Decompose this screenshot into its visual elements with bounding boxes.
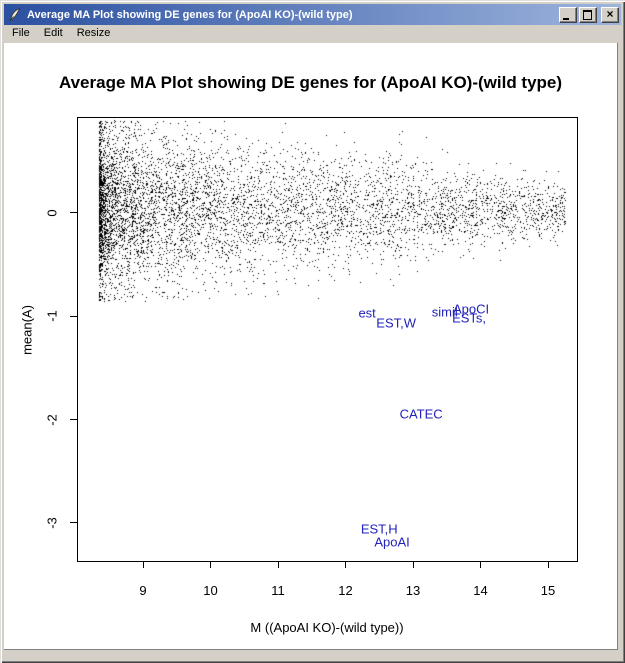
x-tick-mark — [547, 562, 549, 568]
plot-title: Average MA Plot showing DE genes for (Ap… — [58, 73, 563, 92]
de-gene-label: CATEC — [399, 406, 443, 422]
x-tick-mark — [412, 562, 414, 568]
y-tick-label: -3 — [44, 517, 60, 529]
de-gene-label: est — [358, 305, 376, 321]
de-gene-label: EST,W — [376, 315, 417, 330]
x-tick-label: 14 — [473, 583, 488, 598]
y-axis-label: mean(A) — [19, 305, 35, 355]
x-axis-label: M ((ApoAI KO)-(wild type)) — [250, 620, 404, 635]
close-icon: × — [606, 6, 614, 21]
x-tick-mark — [210, 562, 212, 568]
maximize-button[interactable] — [579, 6, 597, 23]
x-tick-mark — [277, 562, 279, 568]
y-tick-label: -1 — [44, 310, 60, 323]
plot-canvas-area: Average MA Plot showing DE genes for (Ap… — [4, 43, 618, 650]
x-tick-mark — [142, 562, 144, 568]
menu-item-resize[interactable]: Resize — [76, 27, 111, 39]
minimize-button[interactable] — [559, 6, 577, 23]
de-gene-label: ESTs, — [452, 310, 487, 326]
x-tick-mark — [480, 562, 482, 568]
y-tick-mark — [70, 522, 77, 524]
window-controls: × — [559, 6, 619, 23]
de-gene-label: ApoCI — [452, 301, 490, 317]
scatter-points-canvas — [77, 117, 578, 562]
quill-icon — [9, 7, 21, 21]
menu-bar: File Edit Resize — [4, 25, 621, 42]
y-tick-mark — [70, 315, 77, 317]
y-tick-mark — [70, 212, 77, 214]
maximize-icon — [583, 9, 592, 20]
window-title: Average MA Plot showing DE genes for (Ap… — [27, 9, 353, 21]
x-tick-label: 15 — [540, 583, 556, 598]
de-gene-label: EST,H — [360, 521, 398, 537]
menu-item-edit[interactable]: Edit — [43, 27, 63, 39]
x-tick-label: 12 — [338, 583, 353, 598]
title-bar[interactable]: Average MA Plot showing DE genes for (Ap… — [4, 4, 621, 25]
x-tick-label: 13 — [405, 583, 421, 598]
x-tick-label: 11 — [271, 583, 285, 598]
close-button[interactable]: × — [601, 6, 619, 23]
x-tick-label: 9 — [139, 583, 147, 598]
x-tick-label: 10 — [203, 583, 218, 598]
menu-item-file[interactable]: File — [12, 27, 30, 39]
y-tick-mark — [70, 419, 77, 421]
y-tick-label: -2 — [44, 413, 60, 426]
y-tick-label: 0 — [44, 209, 60, 217]
de-gene-label: simil — [431, 304, 458, 320]
x-tick-mark — [345, 562, 347, 568]
minimize-icon — [563, 17, 569, 20]
de-gene-label: ApoAI — [374, 534, 410, 550]
